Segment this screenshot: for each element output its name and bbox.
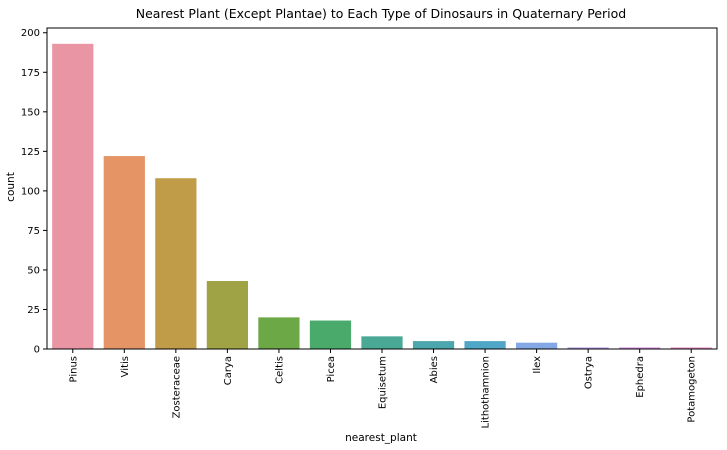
y-tick-label: 75	[27, 226, 40, 237]
x-tick-label: Carya	[223, 356, 234, 385]
bar-vitis	[103, 156, 145, 349]
x-tick-label: Picea	[326, 356, 337, 382]
x-tick-label: Potamogeton	[687, 356, 698, 423]
bar-potamogeton	[670, 347, 712, 349]
x-tick-label: Ostrya	[584, 356, 595, 389]
plot-border	[46, 27, 718, 350]
bars-group	[52, 43, 712, 350]
x-tick-label: Equisetum	[378, 356, 389, 409]
bar-carya	[206, 281, 248, 349]
x-tick-label: Celtis	[274, 356, 285, 384]
bar-picea	[309, 320, 352, 349]
x-tick-label: Pinus	[68, 356, 79, 382]
bar-celtis	[258, 317, 300, 349]
x-tick-label: Lithothamnion	[481, 356, 492, 428]
x-tick-label: Abies	[429, 356, 440, 383]
x-axis-label: nearest_plant	[345, 432, 417, 444]
bar-ephedra	[619, 347, 661, 349]
y-tick-label: 0	[34, 345, 40, 356]
y-axis-label: count	[5, 172, 17, 202]
x-tick-label: Ephedra	[635, 356, 646, 398]
y-axis-ticks: 0 25 50 75 100 125 150 175 200	[21, 28, 47, 356]
bar-equisetum	[361, 336, 403, 349]
y-tick-label: 150	[21, 107, 40, 118]
y-tick-label: 125	[21, 147, 40, 158]
bar-zosteraceae	[155, 178, 197, 349]
x-tick-label: Vitis	[120, 356, 131, 377]
y-tick-label: 25	[27, 305, 40, 316]
x-tick-label: Zosteraceae	[171, 356, 182, 418]
y-tick-label: 200	[21, 28, 40, 39]
x-axis-ticks: Pinus Vitis Zosteraceae Carya Celtis Picea Equ…	[68, 349, 698, 428]
plot-frame	[46, 27, 718, 350]
y-tick-label: 100	[21, 186, 40, 197]
x-tick-label: Ilex	[532, 356, 543, 374]
bar-lithothamnion	[464, 341, 506, 349]
chart-title: Nearest Plant (Except Plantae) to Each T…	[136, 6, 626, 21]
bar-ostrya	[567, 347, 609, 349]
bar-pinus	[52, 43, 94, 350]
y-tick-label: 175	[21, 68, 40, 79]
bar-ilex	[516, 342, 558, 349]
y-tick-label: 50	[27, 265, 40, 276]
bar-abies	[412, 341, 455, 349]
